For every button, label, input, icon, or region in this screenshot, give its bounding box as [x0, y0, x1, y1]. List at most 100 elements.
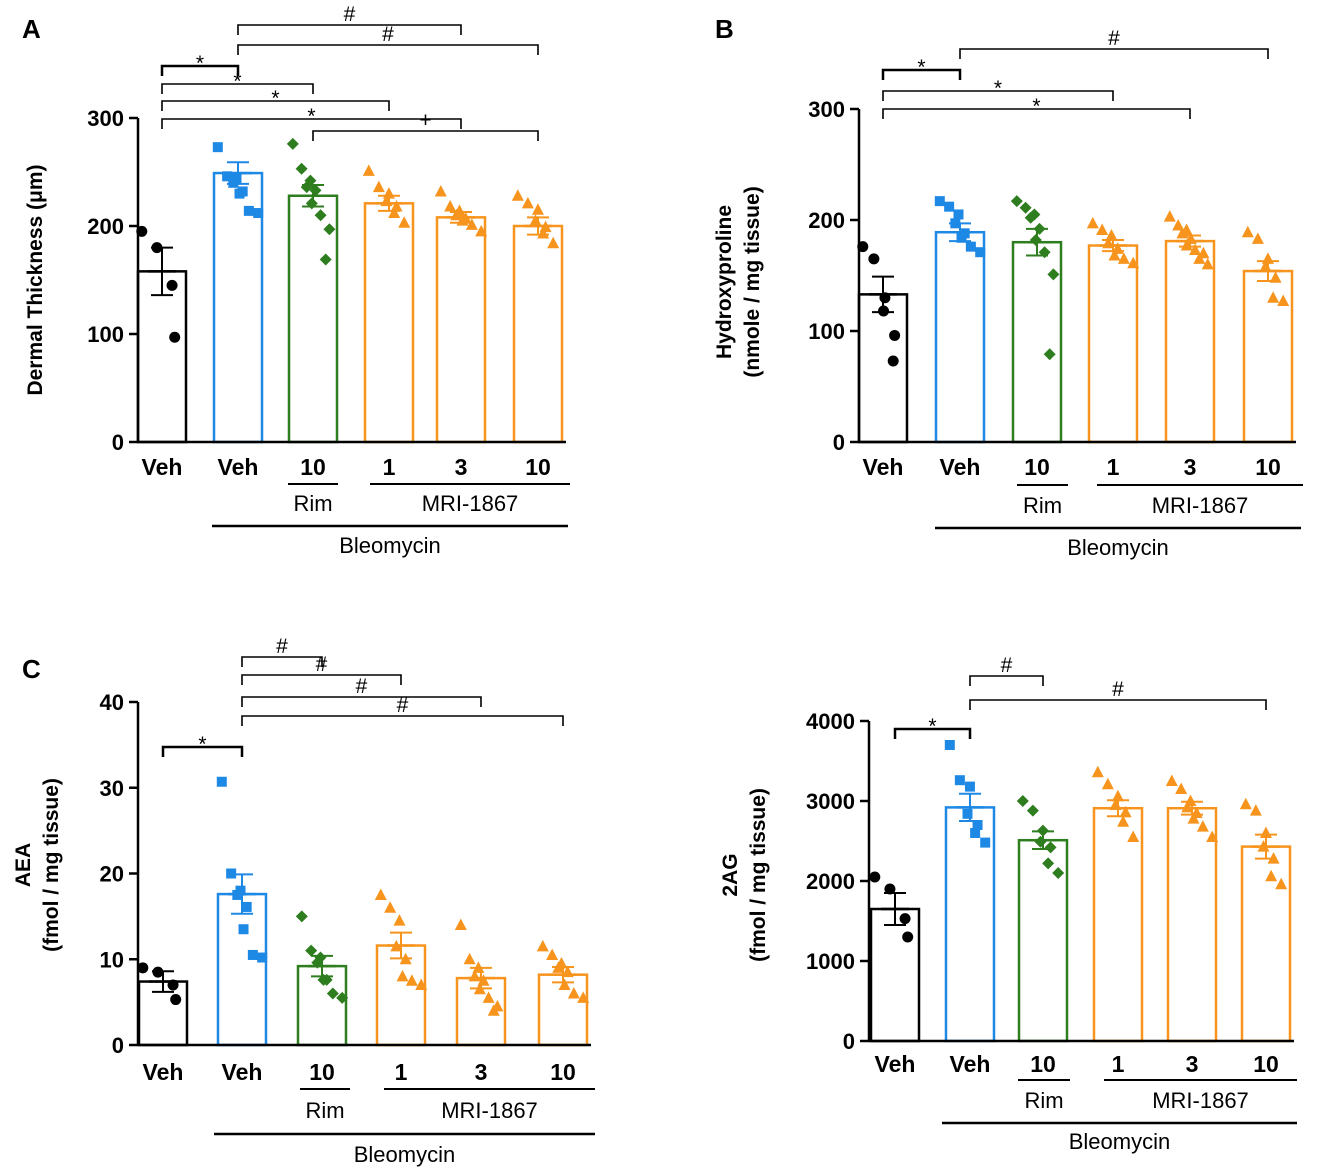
significance-mark: #: [356, 675, 368, 698]
data-point: [1175, 782, 1188, 794]
data-point: [964, 781, 975, 792]
significance-mark: *: [196, 52, 204, 75]
category-label: 10: [300, 454, 326, 480]
data-point: [529, 214, 542, 226]
data-point: [169, 331, 181, 343]
y-tick-label: 40: [100, 690, 124, 715]
data-point: [311, 956, 324, 969]
data-point: [975, 247, 986, 258]
y-tick-label: 0: [833, 430, 845, 455]
data-point: [962, 808, 973, 819]
data-point: [216, 776, 227, 787]
data-point: [1187, 812, 1200, 824]
mri-group-label: MRI-1867: [1152, 493, 1249, 518]
significance-bracket: [241, 674, 402, 685]
y-axis-label-line: (nmole / mg tissue): [741, 186, 764, 377]
panel-letter: B: [715, 14, 734, 44]
category-label: 10: [525, 454, 551, 480]
data-point: [468, 969, 481, 982]
data-point: [380, 194, 393, 207]
significance-bracket: [882, 108, 1191, 119]
data-point: [228, 177, 239, 188]
data-point: [1033, 222, 1046, 235]
data-point: [868, 253, 880, 265]
data-point: [1119, 805, 1132, 818]
data-point: [336, 991, 349, 1004]
significance-mark: #: [382, 23, 394, 46]
data-point: [1127, 256, 1140, 269]
data-point: [463, 952, 476, 965]
data-point: [902, 931, 914, 943]
significance-mark: +: [419, 109, 431, 132]
data-point: [1016, 795, 1029, 807]
rim-group-label: Rim: [1023, 493, 1062, 518]
mri-group-label: MRI-1867: [1152, 1088, 1249, 1113]
data-point: [944, 201, 955, 212]
bar: [216, 892, 268, 1047]
data-point: [243, 205, 254, 216]
data-point: [399, 952, 412, 965]
data-point: [1261, 252, 1274, 264]
significance-mark: #: [276, 635, 288, 658]
data-point: [444, 200, 457, 212]
data-point: [234, 188, 245, 199]
data-point: [1052, 867, 1065, 879]
category-label: 10: [1024, 454, 1050, 480]
bar: [934, 230, 986, 444]
significance-mark: #: [1112, 678, 1124, 701]
significance-bracket: [881, 68, 962, 80]
data-point: [309, 184, 322, 197]
data-point: [1181, 800, 1194, 813]
data-point: [1267, 291, 1280, 303]
data-point: [1172, 219, 1185, 231]
data-point: [390, 200, 403, 212]
data-point: [166, 279, 178, 291]
significance-bracket: [237, 44, 539, 55]
data-point: [1109, 798, 1122, 810]
bar: [435, 216, 487, 444]
data-point: [374, 888, 387, 900]
data-point: [1034, 835, 1047, 848]
significance-mark: #: [1108, 27, 1120, 50]
data-point: [1277, 294, 1290, 307]
data-point: [253, 208, 264, 219]
data-point: [1117, 815, 1130, 827]
y-tick-label: 30: [100, 776, 124, 801]
bar: [1092, 806, 1144, 1043]
significance-mark: *: [917, 56, 925, 79]
data-point: [531, 203, 544, 215]
y-tick-label: 200: [808, 208, 845, 233]
bar: [136, 270, 188, 444]
data-point: [257, 952, 268, 963]
data-point: [388, 206, 401, 219]
y-tick-label: 2000: [806, 869, 855, 894]
significance-bracket: [241, 696, 482, 707]
significance-bracket: [893, 727, 972, 739]
significance-bracket: [161, 745, 244, 757]
data-point: [1044, 841, 1057, 854]
data-point: [934, 196, 945, 207]
data-point: [1091, 765, 1104, 778]
y-tick-label: 20: [100, 862, 124, 887]
data-point: [1047, 268, 1060, 281]
data-point: [1180, 239, 1193, 251]
category-label: 10: [550, 1059, 576, 1085]
data-point: [521, 196, 534, 209]
mri-group-label: MRI-1867: [422, 491, 519, 516]
significance-bracket: [969, 699, 1267, 710]
category-label: 3: [1184, 454, 1197, 480]
bar: [1240, 845, 1292, 1043]
data-point: [577, 991, 590, 1003]
data-point: [1176, 226, 1189, 239]
y-tick-label: 300: [87, 106, 124, 131]
data-point: [1086, 216, 1099, 229]
bar: [1087, 244, 1139, 444]
significance-bracket: [160, 64, 240, 76]
data-point: [473, 982, 486, 995]
y-axis-label-line: (fmol / mg tissue): [747, 788, 770, 962]
category-label: Veh: [222, 1059, 263, 1085]
y-tick-label: 1000: [806, 949, 855, 974]
category-label: Veh: [950, 1051, 991, 1077]
data-point: [552, 961, 565, 973]
